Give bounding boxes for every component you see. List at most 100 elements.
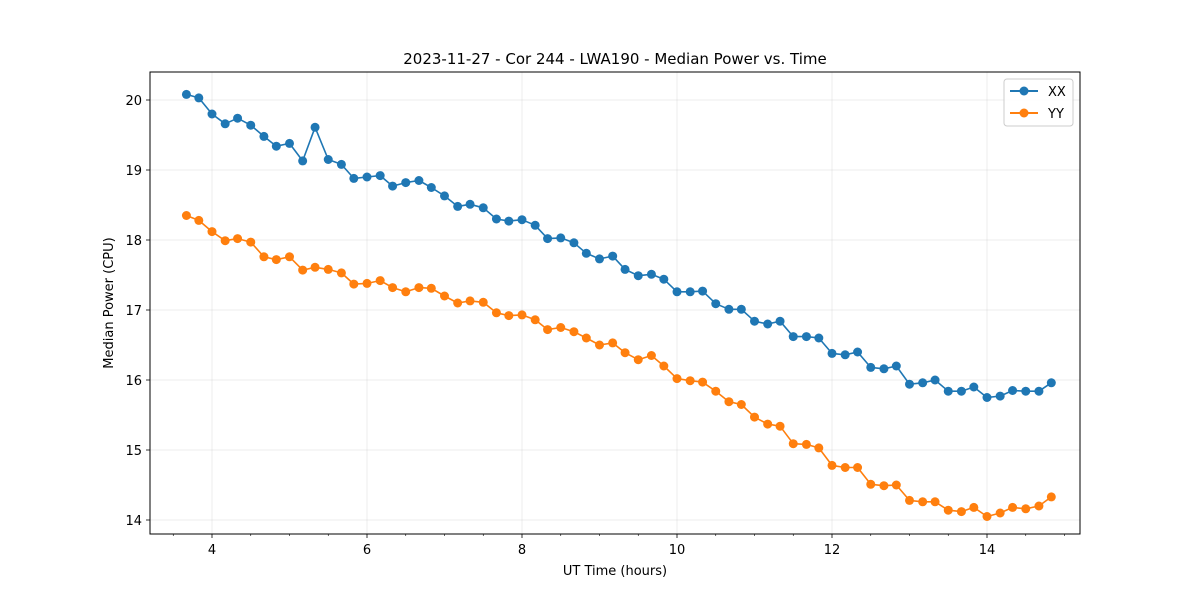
data-point-xx xyxy=(543,234,553,244)
data-point-yy xyxy=(207,227,217,237)
data-point-xx xyxy=(827,348,837,358)
data-point-yy xyxy=(388,283,398,293)
data-point-xx xyxy=(995,391,1005,401)
data-point-xx xyxy=(310,122,320,132)
data-point-xx xyxy=(620,264,630,274)
data-point-yy xyxy=(569,327,579,337)
data-point-yy xyxy=(581,333,591,343)
data-point-xx xyxy=(298,156,308,166)
x-tick-label: 12 xyxy=(824,543,841,558)
x-tick-label: 4 xyxy=(208,543,216,558)
data-point-yy xyxy=(298,265,308,275)
data-point-xx xyxy=(608,251,618,261)
data-point-yy xyxy=(530,315,540,325)
y-tick-label: 17 xyxy=(125,304,142,319)
data-point-yy xyxy=(982,512,992,521)
data-point-yy xyxy=(698,377,708,387)
data-point-yy xyxy=(426,283,436,293)
data-point-xx xyxy=(336,159,346,169)
data-point-yy xyxy=(543,325,553,335)
y-tick-label: 15 xyxy=(125,444,142,459)
data-point-xx xyxy=(233,113,243,123)
data-point-yy xyxy=(969,502,979,512)
series-lines xyxy=(186,93,1052,518)
data-point-yy xyxy=(840,463,850,472)
data-point-xx xyxy=(685,287,695,297)
data-point-yy xyxy=(233,234,243,244)
data-point-yy xyxy=(736,400,746,409)
data-point-yy xyxy=(375,276,385,286)
data-point-yy xyxy=(724,397,734,407)
data-point-xx xyxy=(285,138,294,148)
data-point-xx xyxy=(763,319,773,329)
data-point-yy xyxy=(465,296,475,306)
data-point-xx xyxy=(646,269,656,279)
data-point-xx xyxy=(491,214,501,224)
data-point-xx xyxy=(672,287,682,297)
data-point-yy xyxy=(362,278,372,288)
data-point-xx xyxy=(853,347,863,357)
data-point-xx xyxy=(814,333,824,343)
data-point-xx xyxy=(905,379,914,389)
data-point-yy xyxy=(323,264,333,274)
legend-label-xx: XX xyxy=(1048,85,1066,100)
data-point-yy xyxy=(995,508,1005,518)
data-point-xx xyxy=(388,181,398,191)
data-point-xx xyxy=(969,382,979,392)
legend-marker-xx xyxy=(1019,86,1029,96)
data-point-xx xyxy=(401,178,411,188)
data-point-xx xyxy=(453,201,463,211)
data-point-xx xyxy=(581,248,591,258)
data-point-yy xyxy=(685,376,695,386)
data-point-xx xyxy=(698,286,708,296)
data-point-xx xyxy=(194,93,204,103)
data-point-xx xyxy=(724,304,734,314)
data-point-yy xyxy=(194,215,204,225)
data-point-yy xyxy=(1046,492,1056,502)
y-tick-label: 20 xyxy=(125,94,142,109)
data-point-yy xyxy=(556,323,566,332)
data-point-yy xyxy=(1034,501,1044,511)
legend: XX YY xyxy=(1003,78,1074,127)
data-point-xx xyxy=(349,173,359,183)
data-point-yy xyxy=(440,291,449,301)
data-point-xx xyxy=(426,183,436,192)
y-axis: 14 15 16 17 18 19 20 xyxy=(125,94,150,529)
data-point-yy xyxy=(956,507,966,517)
data-point-xx xyxy=(956,386,966,396)
data-point-yy xyxy=(672,374,682,384)
data-point-yy xyxy=(646,351,656,360)
data-point-yy xyxy=(491,308,501,318)
data-point-xx xyxy=(414,176,424,185)
y-tick-label: 16 xyxy=(125,374,142,389)
data-point-xx xyxy=(207,109,217,119)
data-point-xx xyxy=(891,361,901,371)
data-point-xx xyxy=(659,274,669,284)
x-tick-label: 8 xyxy=(518,543,526,558)
data-point-yy xyxy=(891,480,901,490)
data-point-xx xyxy=(478,203,488,213)
data-point-xx xyxy=(879,364,889,374)
data-point-xx xyxy=(181,89,191,99)
data-point-yy xyxy=(930,497,940,507)
data-point-yy xyxy=(504,311,514,321)
data-point-xx xyxy=(504,216,514,226)
data-point-xx xyxy=(1034,386,1044,396)
data-point-xx xyxy=(943,386,953,396)
data-point-xx xyxy=(918,378,928,388)
data-point-yy xyxy=(659,361,669,371)
data-point-yy xyxy=(181,211,191,220)
data-point-yy xyxy=(620,348,630,358)
y-tick-label: 18 xyxy=(125,234,142,249)
data-point-xx xyxy=(1046,378,1056,388)
plot-frame xyxy=(149,71,1081,535)
data-point-yy xyxy=(608,338,618,348)
data-point-xx xyxy=(556,233,566,243)
data-point-yy xyxy=(750,412,759,422)
data-point-yy xyxy=(517,310,527,320)
data-point-yy xyxy=(595,340,604,350)
series-points xyxy=(181,89,1056,521)
data-point-yy xyxy=(271,255,281,265)
legend-label-yy: YY xyxy=(1047,107,1064,122)
